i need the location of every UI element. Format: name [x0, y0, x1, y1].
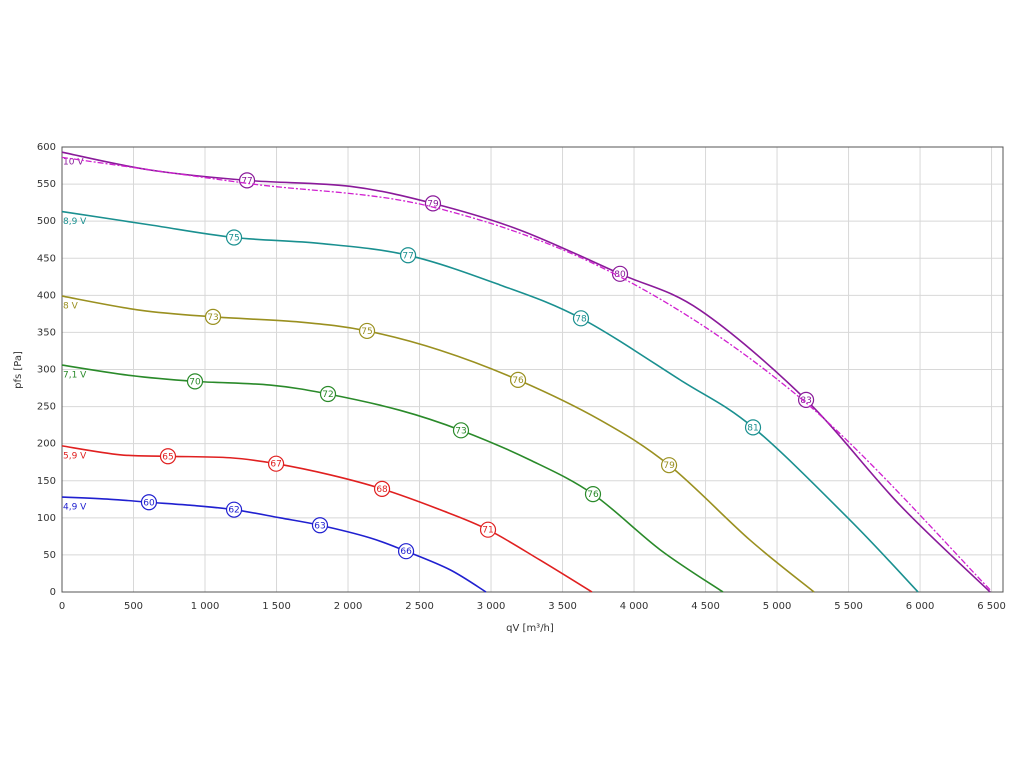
y-tick-label: 450	[37, 253, 56, 264]
x-tick-label: 0	[59, 601, 65, 612]
y-tick-label: 200	[37, 439, 56, 450]
marker	[319, 385, 337, 403]
marker-label: 80	[614, 270, 626, 280]
marker-label: 77	[402, 251, 413, 261]
curve	[61, 445, 593, 593]
marker	[358, 322, 376, 340]
marker	[397, 543, 415, 560]
x-tick-label: 6 500	[977, 601, 1006, 612]
marker	[424, 195, 442, 212]
x-tick-label: 500	[124, 601, 143, 612]
x-tick-label: 2 000	[334, 601, 363, 612]
curve	[61, 295, 815, 593]
x-axis-title: qV [m³/h]	[506, 623, 554, 634]
marker-label: 63	[314, 521, 325, 531]
x-tick-label: 3 000	[477, 601, 506, 612]
marker-label: 81	[747, 423, 758, 433]
series-label: 10 V	[63, 158, 84, 168]
marker	[373, 480, 391, 498]
y-tick-label: 500	[37, 216, 56, 227]
marker-label: 62	[228, 506, 239, 516]
x-tick-label: 6 000	[906, 601, 935, 612]
x-tick-label: 1 000	[191, 601, 220, 612]
marker-label: 68	[376, 485, 388, 495]
marker	[159, 448, 177, 465]
marker	[452, 422, 470, 439]
x-tick-label: 5 000	[763, 601, 792, 612]
y-tick-label: 100	[37, 513, 56, 524]
series-label: 8,9 V	[63, 217, 87, 227]
plot-border	[61, 146, 1004, 593]
marker-label: 75	[361, 327, 372, 337]
series-label: 7,1 V	[63, 371, 87, 381]
marker	[660, 457, 678, 474]
marker-label: 78	[575, 314, 587, 324]
y-tick-label: 600	[37, 142, 56, 153]
marker	[238, 172, 256, 189]
marker	[797, 391, 815, 409]
marker-label: 73	[455, 426, 466, 436]
marker	[611, 265, 629, 282]
marker-label: 73	[207, 313, 218, 323]
marker-label: 75	[228, 233, 239, 243]
marker	[225, 501, 243, 518]
x-tick-label: 2 500	[405, 601, 434, 612]
marker-label: 72	[322, 390, 333, 400]
y-axis-title: pfs [Pa]	[13, 351, 24, 389]
marker	[584, 486, 602, 503]
x-tick-label: 3 500	[548, 601, 577, 612]
y-tick-label: 550	[37, 179, 56, 190]
y-tick-label: 400	[37, 290, 56, 301]
marker-label: 65	[162, 452, 173, 462]
marker-label: 60	[143, 498, 155, 508]
y-tick-label: 0	[50, 587, 56, 598]
marker	[267, 455, 285, 472]
marker-label: 70	[189, 377, 201, 387]
marker	[225, 229, 243, 246]
x-tick-label: 4 000	[620, 601, 649, 612]
curve	[61, 364, 724, 593]
marker	[140, 494, 158, 511]
series-label: 8 V	[63, 302, 79, 312]
curve	[61, 151, 991, 593]
y-tick-label: 300	[37, 365, 56, 376]
curve	[61, 156, 991, 591]
marker	[186, 373, 204, 390]
marker	[399, 247, 417, 264]
marker	[479, 521, 497, 538]
marker-label: 77	[241, 176, 252, 186]
x-tick-label: 1 500	[262, 601, 291, 612]
marker	[509, 371, 527, 388]
marker-label: 76	[512, 376, 524, 386]
marker-label: 67	[270, 460, 281, 470]
curve	[61, 496, 487, 593]
y-tick-label: 250	[37, 402, 56, 413]
y-tick-label: 350	[37, 327, 56, 338]
marker-label: 83	[800, 396, 811, 406]
marker-label: 79	[427, 199, 439, 209]
marker-label: 79	[663, 461, 675, 471]
curve	[61, 210, 919, 593]
marker	[744, 419, 762, 436]
marker-label: 66	[400, 547, 412, 557]
x-tick-label: 5 500	[834, 601, 863, 612]
y-tick-label: 150	[37, 476, 56, 487]
y-tick-label: 50	[43, 550, 56, 561]
marker	[311, 517, 329, 534]
marker-label: 71	[482, 526, 493, 536]
marker	[204, 308, 222, 325]
marker	[572, 310, 590, 327]
series-label: 4,9 V	[63, 503, 87, 513]
series-label: 5,9 V	[63, 451, 87, 461]
marker-label: 76	[587, 490, 599, 500]
x-tick-label: 4 500	[691, 601, 720, 612]
